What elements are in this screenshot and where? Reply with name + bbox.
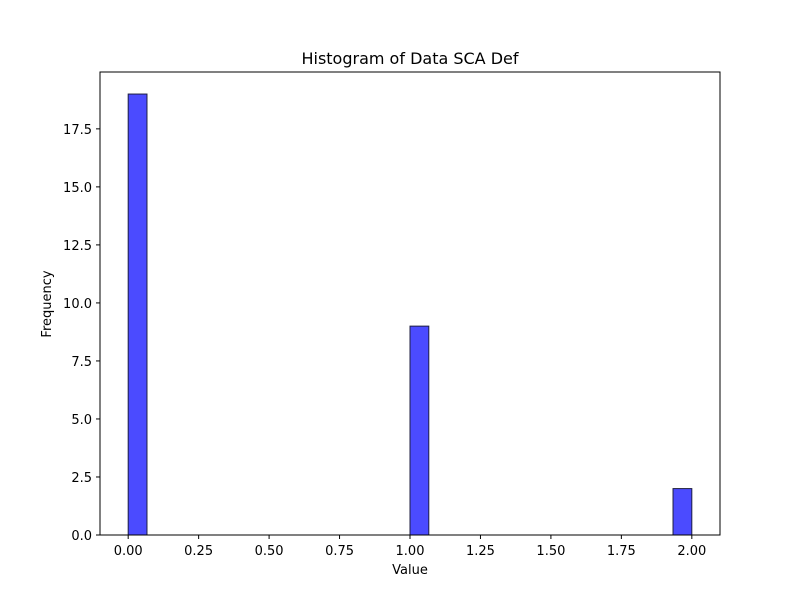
y-tick-label: 0.0 (71, 529, 92, 544)
x-tick-label: 1.00 (396, 544, 425, 559)
x-tick-label: 0.50 (255, 544, 284, 559)
y-tick-label: 12.5 (63, 239, 92, 254)
y-axis-label: Frequency (40, 270, 55, 337)
x-axis-label: Value (392, 563, 428, 578)
x-tick-label: 0.25 (184, 544, 213, 559)
y-tick-label: 10.0 (63, 297, 92, 312)
x-tick-label: 0.75 (325, 544, 354, 559)
x-tick-label: 2.00 (677, 544, 706, 559)
y-tick-label: 17.5 (63, 123, 92, 138)
x-tick-label: 0.00 (114, 544, 143, 559)
y-tick-label: 2.5 (71, 471, 92, 486)
histogram-bar (409, 325, 430, 536)
x-tick-label: 1.25 (466, 544, 495, 559)
y-tick-label: 7.5 (71, 355, 92, 370)
x-tick-label: 1.75 (607, 544, 636, 559)
y-axis-ticks: 0.0 2.5 5.0 7.5 10.0 12.5 15.0 17.5 (63, 123, 100, 544)
y-tick-label: 15.0 (63, 181, 92, 196)
histogram-bar (672, 488, 693, 536)
x-axis-ticks: 0.00 0.25 0.50 0.75 1.00 1.25 1.50 1.75 2.00 (114, 535, 706, 559)
chart-title: Histogram of Data SCA Def (301, 49, 518, 68)
histogram-bar (127, 93, 148, 536)
bars-group (127, 93, 693, 536)
x-tick-label: 1.50 (536, 544, 565, 559)
y-tick-label: 5.0 (71, 413, 92, 428)
